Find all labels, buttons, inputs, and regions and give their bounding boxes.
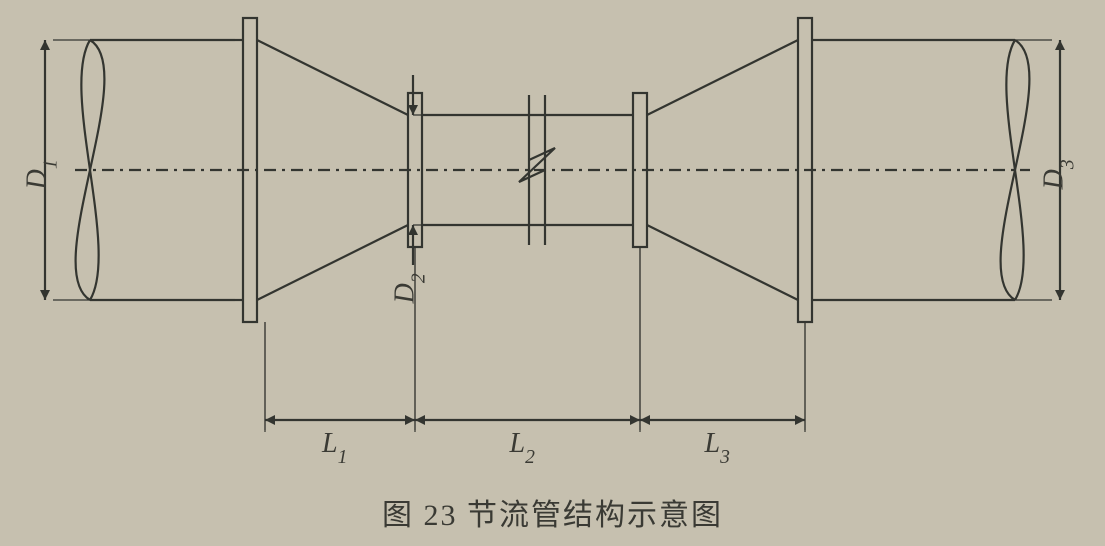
label-d2: D2 (390, 273, 427, 303)
label-l2: L2 (510, 428, 535, 465)
label-d3: D3 (1039, 159, 1076, 189)
label-d1: D1 (22, 159, 59, 189)
figure-caption: 图 23 节流管结构示意图 (0, 490, 1105, 534)
label-l1: L1 (322, 428, 347, 465)
label-l3: L3 (705, 428, 730, 465)
throttle-pipe-diagram (0, 0, 1105, 546)
